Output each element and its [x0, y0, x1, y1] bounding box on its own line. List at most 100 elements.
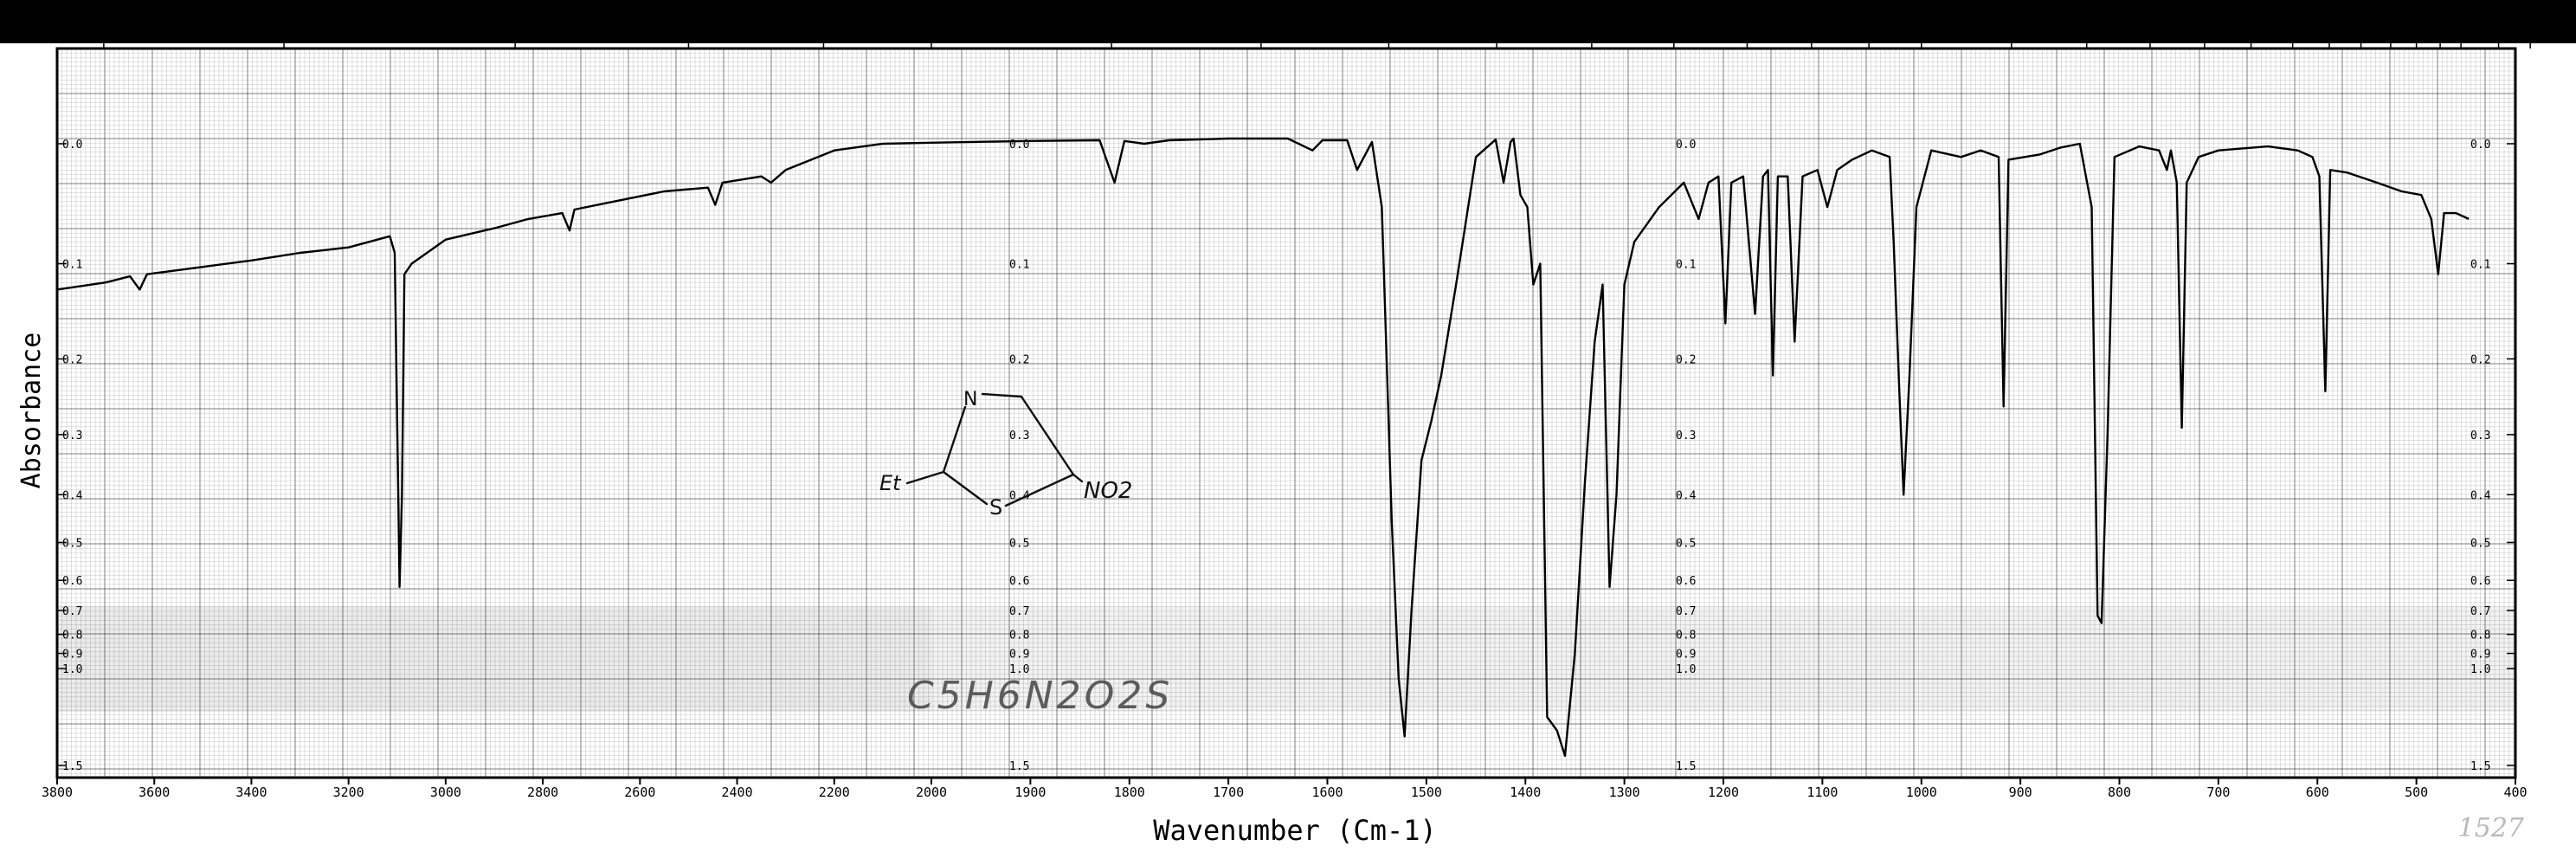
- y-tick-label: 1.0: [2470, 663, 2490, 676]
- x-tick-label: 3000: [430, 785, 461, 800]
- top-tick-label: 14: [2197, 28, 2212, 43]
- y-tick-label: 0.1: [62, 258, 82, 271]
- y-tick-label: 0.2: [1676, 353, 1696, 366]
- x-tick-label: 3600: [138, 785, 170, 800]
- y-tick-label: 1.5: [2470, 760, 2490, 773]
- x-tick-label: 2600: [624, 785, 655, 800]
- y-tick-label: 1.0: [1009, 663, 1029, 676]
- top-tick-label: 19: [2383, 28, 2399, 43]
- ring-bond-top: [981, 392, 1023, 398]
- top-tick-label: 5.5: [1100, 28, 1124, 43]
- y-tick-label: 0.8: [1009, 630, 1029, 643]
- chart-paper: [57, 48, 2515, 778]
- x-tick-label: 1900: [1014, 785, 1046, 800]
- y-tick-label: 0.8: [2470, 630, 2490, 643]
- shaded-region-left: [57, 606, 931, 712]
- chart-grid: [56, 48, 2515, 778]
- x-tick-label: 1700: [1213, 785, 1244, 800]
- structure-group-no2: NO2: [1084, 478, 1132, 504]
- handwritten-formula: C5H6N2O2S: [907, 674, 1173, 718]
- top-tick-label: 4.0: [677, 28, 700, 43]
- y-tick-label: 0.0: [62, 139, 82, 152]
- top-tick-label: 13: [2142, 28, 2158, 43]
- ring-bond-lower-left: [942, 470, 989, 506]
- y-tick-label: 0.7: [1676, 605, 1696, 618]
- top-tick-label: 5.0: [919, 28, 943, 43]
- y-tick-label: 0.4: [1009, 489, 1030, 502]
- x-tick-label: 1200: [1708, 785, 1739, 800]
- top-tick-label: 10: [1914, 28, 1929, 43]
- y-tick-label: 0.3: [62, 430, 82, 442]
- top-tick-label: 8.5: [1736, 28, 1759, 43]
- x-tick-label: 1000: [1906, 785, 1937, 800]
- top-tick-label: 26: [2522, 28, 2538, 43]
- x-tick-label: 1300: [1609, 785, 1640, 800]
- top-tick-label: 3.5: [504, 28, 527, 43]
- y-tick-label: 0.1: [1009, 258, 1029, 271]
- x-tick-label: 2400: [721, 785, 752, 800]
- x-tick-label: 1400: [1510, 785, 1541, 800]
- x-tick-label: 800: [2108, 785, 2131, 800]
- y-tick-label: 0.4: [62, 489, 83, 502]
- y-tick-label: 0.3: [1676, 430, 1696, 442]
- ring-bond-lower-right: [1004, 473, 1075, 507]
- x-tick-label: 1600: [1311, 785, 1343, 800]
- ring-bond-right: [1020, 395, 1075, 476]
- y-tick-label: 0.2: [62, 353, 82, 366]
- x-tick-label: 3200: [333, 785, 364, 800]
- top-tick-label: 24: [2491, 28, 2507, 43]
- y-tick-label: 0.9: [1009, 649, 1029, 662]
- top-tick-label: 9.5: [1858, 28, 1881, 43]
- top-tick-label: 15: [2244, 28, 2259, 43]
- y-tick-label: 0.5: [2470, 537, 2490, 550]
- y-tick-label: 0.6: [62, 575, 82, 588]
- y-tick-label: 0.1: [2470, 258, 2490, 271]
- x-tick-label: 1800: [1114, 785, 1145, 800]
- y-tick-label: 0.7: [1009, 605, 1029, 618]
- y-tick-label: 0.9: [62, 649, 82, 662]
- top-axis-ticks: 2.7 3.0 3.5 4.0 4.5 5.0 5.5 6.0 6.5 7.0 7.5 8.0 8.5 9…: [92, 28, 2538, 48]
- x-axis-label: Wavenumber (Cm-1): [1153, 814, 1437, 847]
- top-tick-label: 6.0: [1249, 28, 1272, 43]
- plot-frame: [55, 47, 2517, 779]
- ethyl-bond: [905, 470, 945, 485]
- x-tick-label: 600: [2306, 785, 2329, 800]
- y-tick-label: 0.2: [1009, 353, 1029, 366]
- x-tick-label: 2000: [916, 785, 947, 800]
- top-tick-label: 3.0: [272, 28, 295, 43]
- top-tick-label: 16: [2285, 28, 2301, 43]
- top-tick-label: 21: [2432, 28, 2448, 43]
- y-tick-label: 1.5: [1009, 760, 1029, 773]
- top-tick-label: 2.7: [92, 28, 115, 43]
- top-tick-label: 8.0: [1662, 28, 1685, 43]
- top-tick-label: 11: [2004, 28, 2019, 43]
- y-tick-label: 0.4: [1676, 489, 1697, 502]
- y-tick-label: 0.6: [2470, 575, 2490, 588]
- x-tick-label: 700: [2206, 785, 2230, 800]
- y-tick-label: 0.3: [2470, 430, 2490, 442]
- y-tick-label: 0.5: [1676, 537, 1696, 550]
- y-axis-label: Absorbance: [16, 333, 47, 489]
- y-tick-label: 0.0: [2470, 139, 2490, 152]
- x-tick-label: 3800: [42, 785, 73, 800]
- y-tick-label: 0.9: [2470, 649, 2490, 662]
- y-tick-label: 0.2: [2470, 353, 2490, 366]
- y-tick-label: 1.0: [1676, 663, 1696, 676]
- top-black-band: [0, 0, 2576, 43]
- y-tick-label: 0.0: [1676, 139, 1696, 152]
- x-tick-label: 2800: [527, 785, 558, 800]
- y-axis-ticks: 0.0 0.0 0.0 0.00.1 0.1 0.1 0.10.2 0.2 0.2 0.20.3 0…: [57, 139, 2515, 773]
- y-tick-label: 0.1: [1676, 258, 1696, 271]
- x-tick-label: 900: [2009, 785, 2032, 800]
- x-tick-label: 2200: [819, 785, 850, 800]
- y-tick-label: 0.8: [1676, 630, 1696, 643]
- top-tick-label: 9.0: [1800, 28, 1823, 43]
- x-tick-label: 400: [2503, 785, 2527, 800]
- y-tick-label: 0.6: [1009, 575, 1029, 588]
- structure-drawing: [905, 392, 1084, 507]
- top-tick-label: 18: [2354, 28, 2369, 43]
- y-tick-label: 1.0: [62, 663, 82, 676]
- structure-atom-s: S: [989, 495, 1002, 520]
- top-tick-label: 7.0: [1485, 28, 1509, 43]
